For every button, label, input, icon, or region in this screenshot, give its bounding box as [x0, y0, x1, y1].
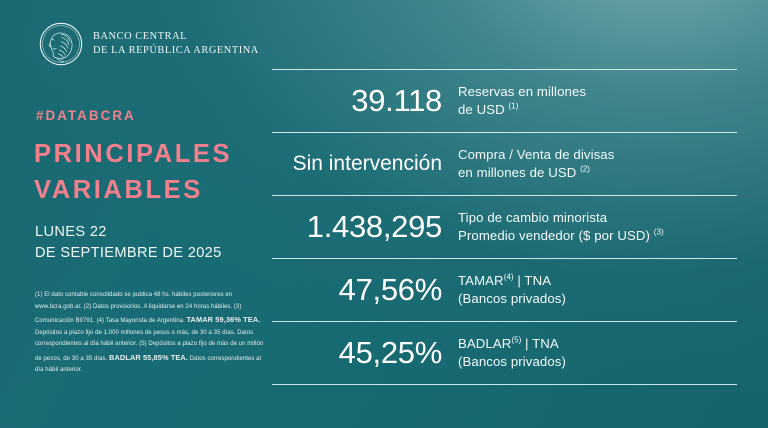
wordmark-line-2: DE LA REPÚBLICA ARGENTINA — [93, 45, 259, 56]
footnotes-block: (1) El dato contable consolidado se publ… — [35, 292, 264, 374]
publication-date: LUNES 22 DE SEPTIEMBRE DE 2025 — [35, 222, 222, 263]
variable-label: Compra / Venta de divisas en millones de … — [458, 146, 737, 181]
row-divider — [272, 195, 737, 196]
variable-value: 39.118 — [351, 83, 442, 118]
footnote-reference: (4) — [503, 272, 514, 282]
page-title-line-2: VARIABLES — [34, 176, 203, 205]
variables-list: 39.118 Reservas en millones de USD (1) Sin … — [272, 0, 768, 428]
row-divider — [272, 258, 737, 259]
variable-label-line-1: Reservas en millones — [458, 84, 587, 100]
variable-value: Sin intervención — [292, 152, 442, 175]
variable-label-line-1: Compra / Venta de divisas — [458, 147, 615, 163]
variable-label: TAMAR(4) | TNA (Bancos privados) — [458, 272, 737, 307]
variable-label: BADLAR(5) | TNA (Bancos privados) — [458, 335, 737, 370]
bcra-logo-lockup: BANCO CENTRAL DE LA REPÚBLICA ARGENTINA — [38, 21, 259, 67]
variable-value: 1.438,295 — [306, 209, 443, 244]
variable-row: 47,56% TAMAR(4) | TNA (Bancos privados) — [272, 258, 737, 321]
variable-row: Sin intervención Compra / Venta de divisa… — [272, 132, 737, 195]
variable-label: Tipo de cambio minorista Promedio vendedo… — [458, 209, 737, 244]
footnote-reference: (5) — [511, 335, 522, 345]
hashtag-databcra: #DATABCRA — [36, 108, 136, 123]
variable-value: 47,56% — [338, 272, 443, 307]
wordmark-line-1: BANCO CENTRAL — [93, 31, 188, 43]
page-title-line-1: PRINCIPALES — [34, 140, 233, 168]
left-panel: BANCO CENTRAL DE LA REPÚBLICA ARGENTINA … — [0, 0, 272, 428]
variable-label-line-1: TAMAR(4) | TNA — [458, 272, 552, 289]
row-divider — [272, 321, 737, 322]
row-divider — [272, 132, 737, 133]
page-title: PRINCIPALES VARIABLES — [34, 136, 232, 208]
bcra-liberty-head-medallion-icon — [39, 22, 83, 66]
row-divider — [272, 69, 737, 70]
date-line-2: DE SEPTIEMBRE DE 2025 — [35, 244, 222, 261]
variable-row: 1.438,295 Tipo de cambio minorista Promedi… — [272, 195, 737, 258]
variable-label-line-2: Promedio vendedor ($ por USD) (3) — [458, 227, 664, 243]
variable-label-line-2: (Bancos privados) — [458, 290, 566, 306]
variable-row: 39.118 Reservas en millones de USD (1) — [272, 69, 737, 132]
footnote-reference: (3) — [653, 227, 664, 237]
date-line-1: LUNES 22 — [35, 224, 107, 240]
variable-label-line-2: en millones de USD (2) — [458, 164, 591, 180]
row-divider — [272, 384, 737, 385]
bcra-wordmark: BANCO CENTRAL DE LA REPÚBLICA ARGENTINA — [93, 30, 259, 57]
variable-label-line-2: de USD (1) — [458, 101, 519, 117]
variable-label: Reservas en millones de USD (1) — [458, 83, 737, 118]
variable-row: 45,25% BADLAR(5) | TNA (Bancos privados) — [272, 321, 737, 384]
variable-label-line-2: (Bancos privados) — [458, 353, 566, 369]
variable-label-line-1: Tipo de cambio minorista — [458, 210, 608, 226]
footnote-reference: (1) — [508, 101, 519, 111]
footnote-reference: (2) — [580, 164, 591, 174]
variable-value: 45,25% — [338, 335, 443, 370]
variable-label-line-1: BADLAR(5) | TNA — [458, 335, 559, 352]
